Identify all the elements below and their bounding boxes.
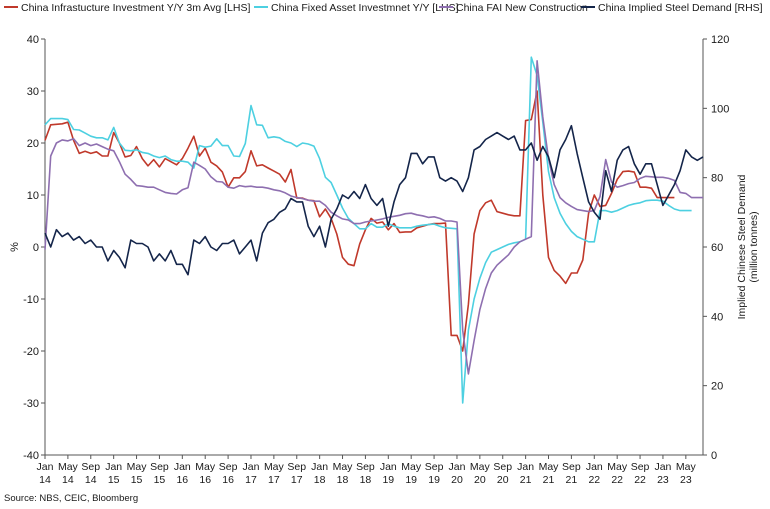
legend-item: China Infrastucture Investment Y/Y 3m Av… [4, 2, 250, 14]
x-tick-label-month: Sep [425, 461, 444, 473]
x-tick-label-year: 14 [62, 474, 74, 486]
right-tick-label: 80 [711, 173, 723, 185]
x-tick-label-month: May [264, 461, 285, 473]
x-tick-label-month: Sep [562, 461, 581, 473]
x-tick-label-year: 16 [176, 474, 188, 486]
x-tick-label-year: 15 [108, 474, 120, 486]
series-line-1 [44, 56, 692, 404]
x-tick-label-year: 18 [337, 474, 349, 486]
x-tick-label-year: 19 [428, 474, 440, 486]
x-tick-label-month: May [401, 461, 422, 473]
x-tick-label-year: 17 [245, 474, 257, 486]
x-tick-label-month: Jan [586, 461, 603, 473]
x-tick-label-year: 21 [520, 474, 532, 486]
x-tick-label-month: May [607, 461, 628, 473]
x-tick-label-year: 22 [611, 474, 623, 486]
x-tick-label-year: 17 [291, 474, 303, 486]
x-tick-label-month: May [127, 461, 148, 473]
right-tick-label: 40 [711, 311, 723, 323]
x-tick-label-year: 19 [405, 474, 417, 486]
x-tick-label-year: 22 [634, 474, 646, 486]
x-tick-label-month: Sep [150, 461, 169, 473]
x-tick-label-month: Jan [380, 461, 397, 473]
right-tick-label: 120 [711, 34, 729, 46]
series-line-2 [44, 59, 703, 375]
x-tick-label-year: 16 [199, 474, 211, 486]
left-tick-label: -20 [23, 346, 39, 358]
x-tick-label-year: 20 [474, 474, 486, 486]
legend: China Infrastucture Investment Y/Y 3m Av… [0, 2, 770, 18]
x-tick-label-year: 22 [588, 474, 600, 486]
right-tick-label: 0 [711, 450, 717, 462]
x-tick-label-month: Jan [37, 461, 54, 473]
x-tick-label-month: Jan [311, 461, 328, 473]
right-tick-label: 20 [711, 381, 723, 393]
series-group [44, 56, 704, 404]
right-axis-label: Implied Chinese Steel Demand [736, 174, 748, 319]
x-tick-label-month: Sep [493, 461, 512, 473]
left-tick-label: -10 [23, 294, 39, 306]
x-tick-label-year: 23 [657, 474, 669, 486]
legend-label-infrastructure: China Infrastucture Investment Y/Y 3m Av… [21, 2, 251, 14]
x-tick-label-month: Sep [356, 461, 375, 473]
x-tick-label-month: Jan [448, 461, 465, 473]
right-tick-label: 60 [711, 242, 723, 254]
series-line-3 [44, 124, 704, 276]
x-tick-label-month: Jan [654, 461, 671, 473]
x-tick-label-year: 15 [154, 474, 166, 486]
left-tick-label: -40 [23, 450, 39, 462]
x-tick-label-year: 23 [680, 474, 692, 486]
x-tick-label-month: Jan [105, 461, 122, 473]
x-tick-label-month: May [470, 461, 491, 473]
x-tick-label-month: May [333, 461, 354, 473]
legend-swatch-infrastructure [4, 6, 18, 9]
x-tick-label-month: Sep [219, 461, 238, 473]
left-tick-label: 10 [27, 190, 39, 202]
left-tick-label: 0 [33, 242, 39, 254]
x-tick-label-month: May [676, 461, 697, 473]
x-tick-label-year: 18 [360, 474, 372, 486]
source-note: Source: NBS, CEIC, Bloomberg [4, 493, 139, 504]
left-tick-label: 30 [27, 86, 39, 98]
left-axis-label: % [9, 242, 21, 252]
x-tick-label-month: May [195, 461, 216, 473]
right-tick-label: 100 [711, 103, 729, 115]
x-tick-label-month: Sep [81, 461, 100, 473]
x-tick-label-month: Jan [517, 461, 534, 473]
x-tick-label-year: 19 [382, 474, 394, 486]
x-tick-label-month: Sep [631, 461, 650, 473]
left-tick-label: 20 [27, 138, 39, 150]
x-tick-label-year: 20 [451, 474, 463, 486]
legend-label-steel-demand: China Implied Steel Demand [RHS] [598, 2, 763, 14]
x-tick-label-month: Sep [287, 461, 306, 473]
legend-label-fai: China Fixed Asset Investmnet Y/Y [LHS] [271, 2, 459, 14]
x-tick-label-year: 20 [497, 474, 509, 486]
x-tick-label-month: Jan [243, 461, 260, 473]
legend-item: China Fixed Asset Investmnet Y/Y [LHS] [254, 2, 459, 14]
x-tick-label-year: 18 [314, 474, 326, 486]
x-tick-label-year: 15 [131, 474, 143, 486]
legend-swatch-steel-demand [581, 6, 595, 9]
legend-item: China Implied Steel Demand [RHS] [581, 2, 763, 14]
x-tick-label-month: May [58, 461, 79, 473]
legend-swatch-fai [254, 6, 268, 9]
x-tick-label-year: 17 [268, 474, 280, 486]
x-tick-label-month: May [539, 461, 560, 473]
legend-label-fai-new-construction: China FAI New Construction [456, 2, 588, 14]
x-tick-label-month: Jan [174, 461, 191, 473]
x-tick-label-year: 21 [566, 474, 578, 486]
x-tick-label-year: 14 [85, 474, 97, 486]
series-line-0 [44, 90, 675, 352]
legend-swatch-fai-new-construction [439, 6, 453, 9]
x-tick-label-year: 14 [39, 474, 51, 486]
legend-item: China FAI New Construction [439, 2, 588, 14]
right-axis-sublabel: (million tonnes) [748, 211, 760, 282]
left-tick-label: 40 [27, 34, 39, 46]
x-tick-label-year: 21 [543, 474, 555, 486]
x-tick-label-year: 16 [222, 474, 234, 486]
left-tick-label: -30 [23, 398, 39, 410]
